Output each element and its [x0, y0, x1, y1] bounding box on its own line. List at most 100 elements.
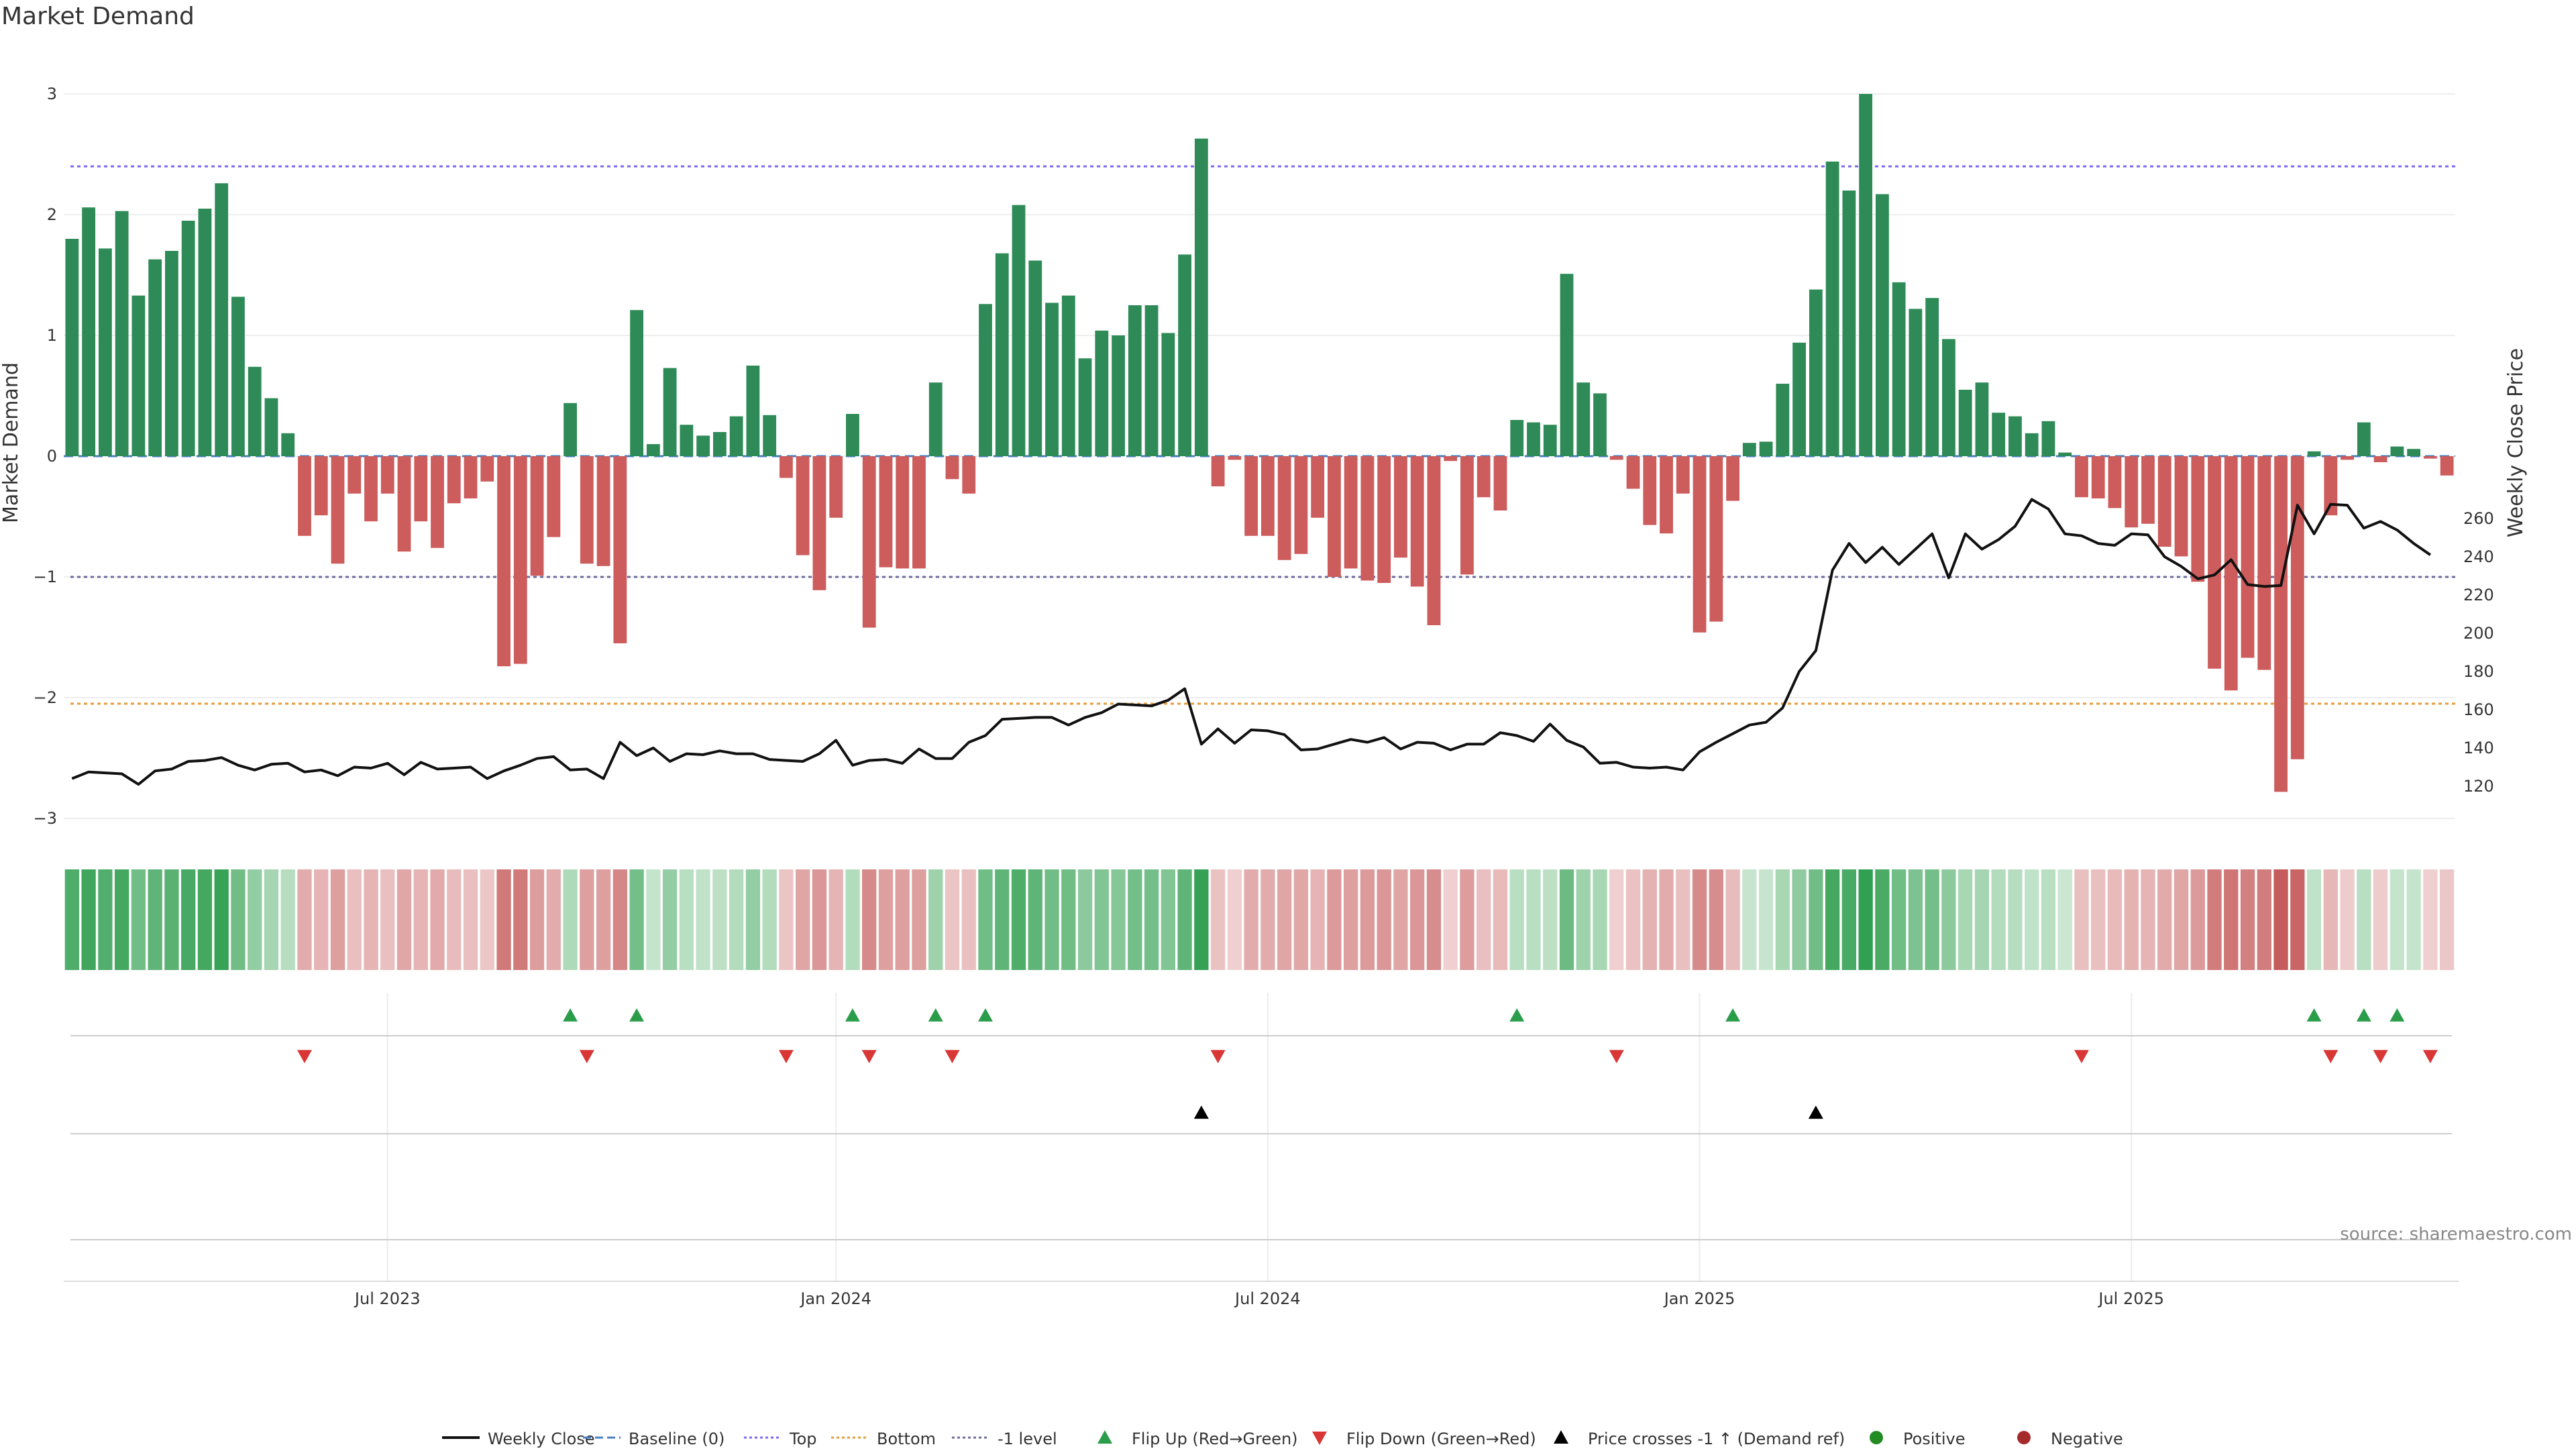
heat-cell [280, 869, 295, 970]
heat-cell [1958, 869, 1973, 970]
demand-bar [962, 456, 976, 494]
demand-bar [148, 259, 162, 456]
heat-cell [2439, 869, 2455, 970]
heat-cell [115, 869, 129, 970]
heat-cell [2008, 869, 2023, 970]
demand-bar [414, 456, 428, 522]
heat-cell [796, 869, 810, 970]
legend-item: Bottom [831, 1430, 936, 1448]
heat-cell [1775, 869, 1790, 970]
heat-cell [1676, 869, 1690, 970]
heat-cell [1077, 869, 1093, 970]
demand-bar [1228, 456, 1242, 460]
heat-cell [1925, 869, 1939, 970]
heat-cell [1809, 869, 1823, 970]
heat-cell [1725, 869, 1740, 970]
heat-cell [1659, 869, 1674, 970]
heat-cell [347, 869, 362, 970]
flip-markers [297, 1008, 2438, 1119]
legend-item: Price crosses -1 ↑ (Demand ref) [1554, 1430, 1845, 1448]
heat-cell [2174, 869, 2189, 970]
heat-cell [1709, 869, 1723, 970]
demand-bar [712, 432, 727, 456]
demand-bar [2091, 456, 2105, 498]
heat-cell [2423, 869, 2438, 970]
legend-label: Bottom [877, 1430, 936, 1448]
demand-bar [1776, 384, 1790, 456]
y2-tick-label: 180 [2463, 662, 2494, 681]
heat-cell [828, 869, 843, 970]
y-tick-label: 2 [47, 205, 57, 224]
heat-cell [1410, 869, 1425, 970]
demand-bar [1809, 289, 1823, 456]
legend-label: Price crosses -1 ↑ (Demand ref) [1588, 1430, 1845, 1448]
heat-strip [64, 869, 2455, 970]
flip-up-marker [1509, 1008, 1525, 1022]
demand-bar [995, 253, 1009, 456]
heat-cell [2290, 869, 2305, 970]
heat-cell [1460, 869, 1474, 970]
demand-bar [198, 209, 212, 456]
demand-bar [1045, 303, 1059, 456]
heat-cell [812, 869, 827, 970]
flip-up-marker [2306, 1008, 2322, 1022]
demand-bar [2241, 456, 2255, 658]
y-tick-label: 3 [47, 85, 57, 103]
legend-label: Baseline (0) [629, 1430, 724, 1448]
heat-cell [646, 869, 661, 970]
heat-cell [1891, 869, 1907, 970]
heat-cell [248, 869, 262, 970]
heat-cell [629, 869, 644, 970]
demand-bar [1178, 254, 1191, 456]
demand-bar [1012, 205, 1026, 456]
demand-bar [580, 456, 594, 564]
flip-down-marker [2422, 1050, 2438, 1063]
demand-bar [2075, 456, 2088, 498]
demand-bar [2274, 456, 2288, 792]
flip-down-marker [579, 1050, 594, 1063]
y-tick-label: 0 [47, 447, 57, 466]
gridlines [64, 93, 2455, 1281]
demand-bar [879, 456, 893, 568]
heat-cell [2157, 869, 2172, 970]
legend-marker-flip-down [1312, 1432, 1327, 1445]
heat-cell [563, 869, 578, 970]
demand-bar [1742, 443, 1756, 456]
demand-bar [1992, 413, 2006, 456]
heat-cell [1742, 869, 1757, 970]
flip-down-marker [297, 1050, 312, 1063]
heat-cell [1426, 869, 1442, 970]
heat-cell [396, 869, 412, 970]
demand-bar [1244, 456, 1258, 536]
demand-bar [696, 435, 710, 456]
heat-cell [1692, 869, 1707, 970]
demand-bar [2324, 456, 2338, 516]
heat-cell [745, 869, 761, 970]
heat-cell [463, 869, 478, 970]
heat-cell [98, 869, 113, 970]
legend-item: Flip Up (Red→Green) [1097, 1430, 1298, 1448]
heat-cell [2273, 869, 2288, 970]
demand-bar [1942, 339, 1955, 456]
heat-cell [2340, 869, 2355, 970]
demand-bar [2174, 456, 2188, 557]
heat-cell [1625, 869, 1641, 970]
heat-cell [1792, 869, 1807, 970]
heat-cell [2406, 869, 2421, 970]
demand-bar [1875, 194, 1889, 456]
demand-bar [82, 207, 96, 456]
heat-cell [1061, 869, 1076, 970]
heat-cell [1227, 869, 1242, 970]
heat-cell [1044, 869, 1059, 970]
heat-cell [1360, 869, 1375, 970]
demand-bar [1061, 295, 1075, 456]
heat-cell [1244, 869, 1258, 970]
demand-bar [1427, 456, 1441, 625]
demand-bar [2423, 456, 2437, 459]
heat-cell [2306, 869, 2322, 970]
flip-up-marker [1725, 1008, 1741, 1022]
heat-cell [2074, 869, 2089, 970]
flip-up-marker [2356, 1008, 2371, 1022]
heat-cell [314, 869, 329, 970]
demand-bar [979, 304, 992, 456]
